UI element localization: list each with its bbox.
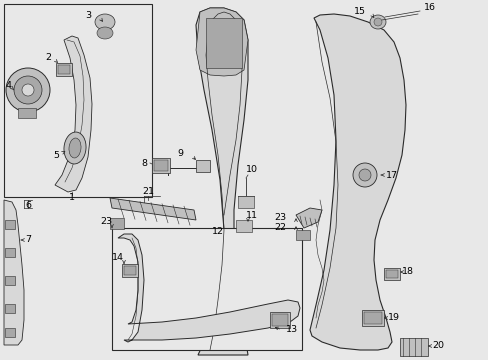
Bar xyxy=(110,218,124,229)
Text: 1: 1 xyxy=(69,194,75,202)
Bar xyxy=(271,314,287,326)
Bar xyxy=(18,108,36,118)
Bar xyxy=(269,312,289,328)
Polygon shape xyxy=(309,14,405,350)
Bar xyxy=(5,304,15,313)
Text: 23: 23 xyxy=(273,213,285,222)
Ellipse shape xyxy=(64,132,86,164)
Text: 16: 16 xyxy=(423,4,435,13)
Polygon shape xyxy=(118,234,299,342)
Bar xyxy=(363,312,381,324)
Polygon shape xyxy=(110,198,196,220)
Bar xyxy=(152,158,170,173)
Circle shape xyxy=(358,169,370,181)
Bar xyxy=(5,328,15,337)
Text: 14: 14 xyxy=(112,253,124,262)
Bar xyxy=(122,264,138,277)
Polygon shape xyxy=(196,8,247,76)
Bar xyxy=(58,65,70,74)
Text: 18: 18 xyxy=(401,267,413,276)
Text: 20: 20 xyxy=(431,342,443,351)
Bar xyxy=(196,160,209,172)
Bar xyxy=(295,230,309,240)
Polygon shape xyxy=(196,8,247,355)
Text: 9: 9 xyxy=(177,148,183,158)
Text: 10: 10 xyxy=(245,166,258,175)
Bar xyxy=(4,4,152,197)
Text: 5: 5 xyxy=(53,150,59,159)
Bar xyxy=(236,220,251,232)
Bar xyxy=(385,270,397,278)
Bar xyxy=(5,248,15,257)
Ellipse shape xyxy=(369,15,385,29)
Bar xyxy=(399,338,427,356)
Bar xyxy=(56,63,72,76)
Bar xyxy=(383,268,399,280)
Text: 21: 21 xyxy=(142,188,154,197)
Text: 12: 12 xyxy=(212,228,224,237)
Polygon shape xyxy=(4,200,24,345)
Text: 4: 4 xyxy=(5,81,11,90)
Circle shape xyxy=(22,84,34,96)
Ellipse shape xyxy=(95,14,115,30)
Bar xyxy=(361,310,383,326)
Text: 15: 15 xyxy=(353,8,365,17)
Circle shape xyxy=(14,76,42,104)
Text: 22: 22 xyxy=(273,224,285,233)
Bar xyxy=(5,220,15,229)
Text: 3: 3 xyxy=(85,10,91,19)
Bar xyxy=(112,228,302,350)
Text: 8: 8 xyxy=(141,158,147,167)
Bar xyxy=(154,160,168,171)
Bar xyxy=(205,18,242,68)
Text: 2: 2 xyxy=(45,53,51,62)
Ellipse shape xyxy=(373,18,381,26)
Polygon shape xyxy=(55,36,92,192)
Text: 13: 13 xyxy=(285,325,298,334)
Bar xyxy=(238,196,253,208)
Ellipse shape xyxy=(69,138,81,158)
Bar xyxy=(5,276,15,285)
Text: 19: 19 xyxy=(387,314,399,323)
Text: 23: 23 xyxy=(100,217,112,226)
Text: 17: 17 xyxy=(385,171,397,180)
Text: 7: 7 xyxy=(25,235,31,244)
Ellipse shape xyxy=(97,27,113,39)
Circle shape xyxy=(352,163,376,187)
Bar xyxy=(124,266,136,275)
Text: 6: 6 xyxy=(25,201,31,210)
Text: 11: 11 xyxy=(245,211,258,220)
Circle shape xyxy=(6,68,50,112)
Polygon shape xyxy=(295,208,321,228)
